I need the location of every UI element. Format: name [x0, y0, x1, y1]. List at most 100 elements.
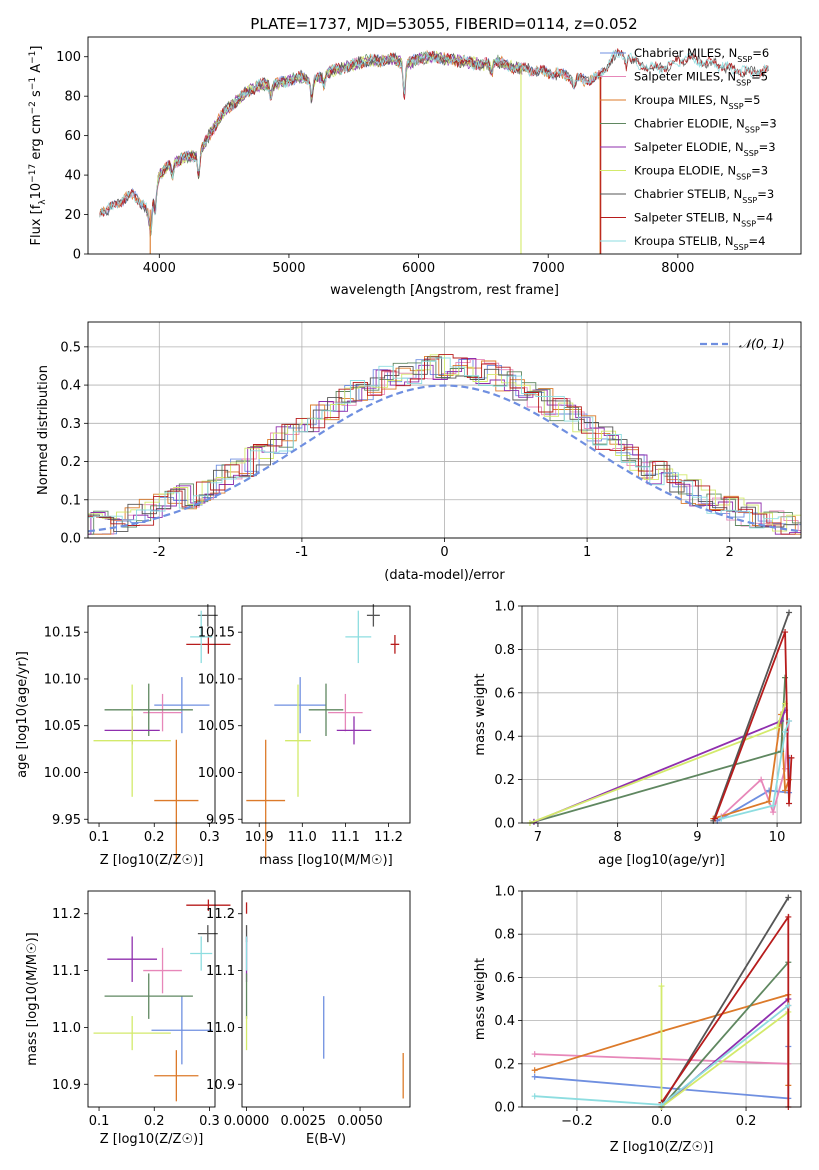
x-tick-label: -2 — [153, 545, 166, 560]
x-tick-label: 0.2 — [144, 830, 165, 845]
weight-marker-salpeter_stelib — [785, 913, 792, 920]
weight_vs_age-frame — [521, 605, 802, 824]
weight-line-chabrier_stelib — [712, 612, 790, 822]
y-tick-label: 11.0 — [52, 1021, 81, 1036]
y-tick-label: 0.8 — [494, 928, 515, 943]
weight_vs_Z-frame — [521, 890, 802, 1108]
x-tick-label: 4000 — [143, 261, 176, 276]
weight-marker-kroupa_stelib — [531, 1093, 538, 1100]
y-tick-label: 0.0 — [60, 532, 81, 547]
weight-marker-kroupa_elodie — [774, 724, 781, 731]
age_vs_mass-axes: 10.9 11.0 11.1 11.2 9.95 10.00 10.05 10.10 10.15 — [198, 626, 403, 845]
x-tick-label: 9 — [693, 830, 701, 845]
y-tick-label: 9.95 — [52, 813, 81, 828]
x-tick-label: 0.1 — [89, 1114, 110, 1129]
weight-line-chabrier_elodie — [533, 677, 786, 823]
mass_vs_ebv-xlabel: E(B-V) — [306, 1132, 346, 1147]
y-tick-label: 0.4 — [494, 730, 515, 745]
normal-curve — [88, 384, 801, 533]
y-tick-label: 20 — [64, 208, 81, 223]
mass_vs_ebv-axes: 0.0000 0.0025 0.0050 10.9 11.0 11.1 11.2 — [206, 907, 383, 1129]
y-tick-label: 10.9 — [206, 1078, 235, 1093]
weight_vs_age-ylabel: mass weight — [473, 673, 488, 755]
weight-marker-salpeter_stelib — [786, 800, 793, 807]
legend-label-kroupa_stelib: Kroupa STELIB, NSSP=4 — [634, 234, 765, 252]
legend-label-salpeter_stelib: Salpeter STELIB, NSSP=4 — [634, 211, 773, 229]
y-tick-label: 9.95 — [206, 813, 235, 828]
x-tick-label: 0 — [440, 545, 448, 560]
x-tick-label: 0.3 — [199, 830, 220, 845]
weight-marker-salpeter_miles — [531, 1051, 538, 1058]
x-tick-label: 10.9 — [245, 830, 274, 845]
y-tick-label: 10.00 — [198, 766, 235, 781]
weight-marker-chabrier_miles — [531, 1073, 538, 1080]
y-tick-label: 11.2 — [52, 907, 81, 922]
y-tick-label: 10.05 — [198, 719, 235, 734]
y-tick-label: 0.6 — [494, 686, 515, 701]
x-tick-label: −0.2 — [561, 1114, 593, 1129]
weight_vs_age-xlabel: age [log10(age/yr)] — [598, 853, 725, 868]
weight-marker-salpeter_stelib — [788, 754, 795, 761]
legend-label-normal: 𝒩(0, 1) — [739, 336, 785, 351]
age_vs_Z-axes: 0.1 0.2 0.3 9.95 10.00 10.05 10.10 10.15 — [44, 626, 220, 845]
mass_vs_Z-xlabel: Z [log10(Z/Z☉)] — [100, 1132, 204, 1147]
y-tick-label: 10.05 — [44, 719, 81, 734]
mass_vs_ebv-frame — [241, 890, 411, 1108]
weight-marker-kroupa_stelib — [770, 802, 777, 809]
y-tick-label: 10.15 — [44, 626, 81, 641]
x-tick-label: 10 — [769, 830, 786, 845]
y-tick-label: 0.6 — [494, 971, 515, 986]
x-tick-label: 11.2 — [374, 830, 403, 845]
legend-label-kroupa_miles: Kroupa MILES, NSSP=5 — [634, 93, 760, 111]
weight_vs_age-series — [526, 609, 795, 826]
weight-marker-salpeter_miles — [758, 776, 765, 783]
y-tick-label: 0.2 — [60, 455, 81, 470]
weight_vs_Z-ylabel: mass weight — [473, 958, 488, 1040]
y-tick-label: 1.0 — [494, 885, 515, 900]
mass_vs_Z-frame — [87, 890, 216, 1108]
x-tick-label: 0.2 — [144, 1114, 165, 1129]
mass_vs_Z-axes: 0.1 0.2 0.3 10.9 11.0 11.1 11.2 — [52, 907, 220, 1129]
age_vs_mass-frame — [241, 605, 411, 824]
weight-marker-salpeter_stelib — [711, 815, 718, 822]
x-tick-label: 0.0025 — [281, 1114, 327, 1129]
weight-marker-salpeter_miles — [770, 809, 777, 816]
weight-marker-kroupa_miles — [782, 787, 789, 794]
x-tick-label: 0.0050 — [337, 1114, 383, 1129]
residuals-xlabel: (data-model)/error — [384, 568, 505, 583]
age_vs_Z-ylabel: age [log10(age/yr)] — [15, 651, 30, 778]
weight_vs_Z-series — [531, 894, 792, 1110]
spectrum-axes: 4000 5000 6000 7000 8000 0 20 40 60 80 100 — [56, 50, 694, 276]
y-tick-label: 0.0 — [494, 817, 515, 832]
y-tick-label: 10.9 — [52, 1078, 81, 1093]
histogram-kroupa_miles — [88, 355, 801, 535]
weight-marker-kroupa_elodie — [658, 983, 665, 990]
residuals-ylabel: Normed distribution — [36, 365, 51, 495]
weight_vs_Z-xlabel: Z [log10(Z/Z☉)] — [610, 1140, 714, 1155]
spectrum-ylabel: Flux [fλ10−17 erg cm−2 s−1 A−1] — [28, 46, 48, 246]
weight-line-kroupa_stelib — [721, 720, 790, 820]
histogram-salpeter_miles — [88, 359, 801, 535]
histogram-chabrier_stelib — [88, 356, 799, 532]
histogram-kroupa_elodie — [88, 354, 801, 535]
y-tick-label: 0.4 — [60, 379, 81, 394]
weight-marker-chabrier_stelib — [786, 609, 793, 616]
spectrum-line-chabrier_miles — [99, 51, 602, 229]
weight-marker-kroupa_stelib — [782, 728, 789, 735]
x-tick-label: 0.1 — [89, 830, 110, 845]
spectrum-line-chabrier_stelib — [99, 49, 769, 227]
x-tick-label: -1 — [295, 545, 308, 560]
y-tick-label: 11.1 — [52, 964, 81, 979]
weight-line-chabrier_elodie — [660, 961, 789, 1108]
y-tick-label: 11.1 — [206, 964, 235, 979]
y-tick-label: 40 — [64, 169, 81, 184]
x-tick-label: 7 — [534, 830, 542, 845]
weight-line-kroupa_elodie — [529, 703, 786, 824]
weight-line-salpeter_stelib — [660, 913, 790, 1107]
spectrum-line-salpeter_miles — [99, 51, 602, 230]
legend-label-kroupa_elodie: Kroupa ELODIE, NSSP=3 — [634, 164, 768, 182]
weight-marker-kroupa_stelib — [718, 815, 725, 822]
weight-line-salpeter_stelib — [714, 631, 793, 820]
y-tick-label: 80 — [64, 90, 81, 105]
legend-label-salpeter_elodie: Salpeter ELODIE, NSSP=3 — [634, 140, 776, 158]
